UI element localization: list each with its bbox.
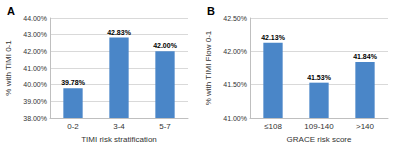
svg-text:A: A [7, 5, 15, 17]
svg-text:42.00%: 42.00% [223, 48, 247, 55]
svg-text:38.00%: 38.00% [23, 115, 47, 122]
svg-text:TIMI risk stratification: TIMI risk stratification [81, 135, 157, 144]
svg-text:42.00%: 42.00% [153, 42, 178, 49]
svg-text:% with TIMI Flow 0-1: % with TIMI Flow 0-1 [204, 30, 213, 105]
svg-text:41.00%: 41.00% [223, 115, 247, 122]
svg-text:41.00%: 41.00% [23, 65, 47, 72]
svg-text:42.50%: 42.50% [223, 15, 247, 22]
svg-text:GRACE risk score: GRACE risk score [287, 135, 352, 144]
svg-text:42.13%: 42.13% [261, 34, 286, 41]
svg-text:39.00%: 39.00% [23, 98, 47, 105]
svg-text:39.78%: 39.78% [61, 79, 86, 86]
svg-text:41.84%: 41.84% [353, 53, 378, 60]
svg-text:>140: >140 [356, 122, 375, 131]
svg-text:B: B [207, 5, 215, 17]
svg-text:≤108: ≤108 [264, 122, 282, 131]
svg-text:42.83%: 42.83% [107, 29, 132, 36]
svg-text:% with TIMI 0-1: % with TIMI 0-1 [4, 40, 13, 96]
svg-text:5-7: 5-7 [159, 122, 171, 131]
svg-text:41.50%: 41.50% [223, 81, 247, 88]
svg-text:0-2: 0-2 [67, 122, 79, 131]
svg-text:3-4: 3-4 [113, 122, 125, 131]
svg-text:109-140: 109-140 [304, 122, 334, 131]
svg-text:44.00%: 44.00% [23, 15, 47, 22]
svg-text:43.00%: 43.00% [23, 31, 47, 38]
svg-text:42.00%: 42.00% [23, 48, 47, 55]
svg-text:41.53%: 41.53% [307, 74, 332, 81]
svg-text:40.00%: 40.00% [23, 81, 47, 88]
